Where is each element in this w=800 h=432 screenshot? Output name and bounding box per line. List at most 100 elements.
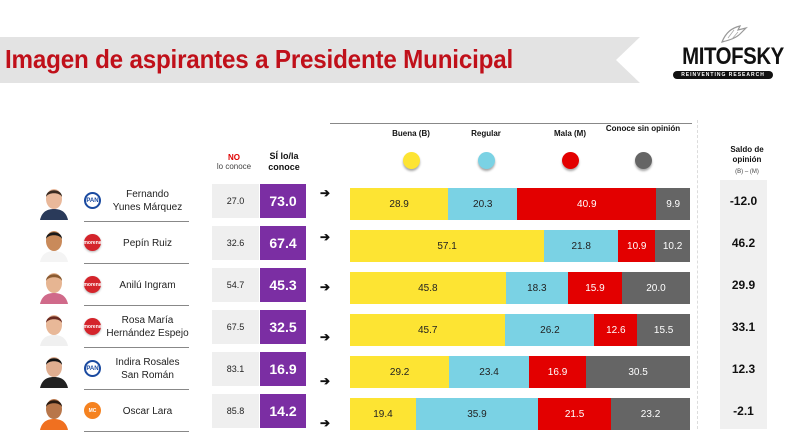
bar-segment-mala: 40.9 <box>517 188 657 220</box>
column-divider <box>697 120 698 429</box>
saldo-value: -12.0 <box>729 194 758 208</box>
no-conoce-value: 27.0 <box>212 184 259 218</box>
candidate-photo <box>40 189 68 220</box>
si-conoce-value: 45.3 <box>260 268 306 302</box>
no-conoce-subheader: lo conoce <box>216 162 252 171</box>
saldo-subheader: (B) – (M) <box>735 169 759 175</box>
row-divider <box>84 389 189 390</box>
arrow-right-icon: ➔ <box>320 280 331 294</box>
opinion-bar: 28.9 20.3 40.9 9.9 <box>350 188 690 220</box>
arrow-right-icon: ➔ <box>320 230 331 244</box>
bar-segment-regular: 26.2 <box>505 314 595 346</box>
bar-segment-buena: 45.8 <box>350 272 506 304</box>
legend-label-sin: Conoce sin opinión <box>605 124 681 133</box>
bar-segment-regular: 20.3 <box>448 188 518 220</box>
bar-segment-mala: 21.5 <box>538 398 612 430</box>
bar-segment-mala: 15.9 <box>567 272 622 304</box>
logo-wordmark: MITOFSKY <box>682 43 784 70</box>
si-conoce-value: 67.4 <box>260 226 306 260</box>
opinion-bar: 45.8 18.3 15.9 20.0 <box>350 272 690 304</box>
legend-label-regular: Regular <box>471 129 501 138</box>
bar-segment-sin: 20.0 <box>621 272 690 304</box>
no-conoce-value: 83.1 <box>212 352 259 386</box>
saldo-value: 33.1 <box>731 320 756 334</box>
saldo-value: -2.1 <box>733 404 754 418</box>
si-conoce-value: 16.9 <box>260 352 306 386</box>
bar-segment-regular: 18.3 <box>505 272 568 304</box>
no-conoce-value: 85.8 <box>212 394 259 428</box>
row-divider <box>84 221 189 222</box>
arrow-right-icon: ➔ <box>320 186 331 200</box>
opinion-bar: 57.1 21.8 10.9 10.2 <box>350 230 690 262</box>
page-title: Imagen de aspirantes a Presidente Munici… <box>5 44 514 74</box>
candidate-name: Oscar Lara <box>122 405 173 417</box>
legend-dot-regular <box>478 152 495 169</box>
no-conoce-value: 67.5 <box>212 310 259 344</box>
bar-segment-mala: 12.6 <box>594 314 638 346</box>
candidate-row: morena Anilú Ingram 54.7 45.3 ➔ 45.8 18.3… <box>0 264 800 306</box>
saldo-value: 29.9 <box>731 278 756 292</box>
bar-segment-regular: 21.8 <box>544 230 619 262</box>
candidate-photo <box>40 315 68 346</box>
arrow-right-icon: ➔ <box>320 374 331 388</box>
arrow-right-icon: ➔ <box>320 330 331 344</box>
legend-dot-mala <box>562 152 579 169</box>
no-conoce-value: 32.6 <box>212 226 259 260</box>
party-logo-pan: PAN <box>84 192 101 209</box>
si-conoce-header: SÍ lo/la conoce <box>268 151 300 172</box>
bar-segment-mala: 10.9 <box>618 230 656 262</box>
candidate-name: Indira Rosales San Román <box>115 357 180 381</box>
party-logo-mc: MC <box>84 402 101 419</box>
bar-segment-buena: 29.2 <box>350 356 450 388</box>
si-conoce-value: 14.2 <box>260 394 306 428</box>
bar-segment-sin: 30.5 <box>586 356 690 388</box>
bar-segment-buena: 45.7 <box>350 314 506 346</box>
bar-segment-buena: 28.9 <box>350 188 449 220</box>
legend-label-mala: Mala (M) <box>554 129 586 138</box>
bar-segment-regular: 23.4 <box>449 356 529 388</box>
bar-segment-buena: 19.4 <box>350 398 416 430</box>
party-logo-morena: morena <box>83 318 102 335</box>
legend-dot-buena <box>403 152 420 169</box>
legend-dot-sin <box>635 152 652 169</box>
si-conoce-value: 32.5 <box>260 310 306 344</box>
party-logo-morena: morena <box>83 234 102 251</box>
logo-tagline: REINVENTING RESEARCH <box>673 71 773 79</box>
opinion-bar: 19.4 35.9 21.5 23.2 <box>350 398 690 430</box>
bar-segment-sin: 10.2 <box>655 230 690 262</box>
arrow-right-icon: ➔ <box>320 416 331 430</box>
title-banner <box>0 37 640 83</box>
candidate-name: Anilú Ingram <box>119 279 176 291</box>
legend-rule <box>330 123 692 124</box>
si-conoce-value: 73.0 <box>260 184 306 218</box>
saldo-column-bg <box>720 180 767 429</box>
eagle-icon <box>721 25 748 43</box>
candidate-row: morena Pepín Ruiz 32.6 67.4 ➔ 57.1 21.8 10… <box>0 222 800 264</box>
saldo-value: 12.3 <box>731 362 756 376</box>
row-divider <box>84 347 189 348</box>
bar-segment-sin: 15.5 <box>637 314 690 346</box>
candidate-name: Rosa María Hernández Espejo <box>106 315 189 339</box>
bar-segment-buena: 57.1 <box>350 230 545 262</box>
row-divider <box>84 263 189 264</box>
candidate-photo <box>40 273 68 304</box>
opinion-bar: 29.2 23.4 16.9 30.5 <box>350 356 690 388</box>
bar-segment-sin: 9.9 <box>656 188 690 220</box>
saldo-header: Saldo de opinión <box>730 145 764 164</box>
candidate-row: morena Rosa María Hernández Espejo 67.5 3… <box>0 306 800 348</box>
saldo-value: 46.2 <box>731 236 756 250</box>
candidate-name: Pepín Ruiz <box>123 237 172 249</box>
candidate-name: Fernando Yunes Márquez <box>112 189 183 213</box>
bar-segment-mala: 16.9 <box>528 356 587 388</box>
opinion-bar: 45.7 26.2 12.6 15.5 <box>350 314 690 346</box>
candidate-photo <box>40 231 68 262</box>
legend-label-buena: Buena (B) <box>392 129 430 138</box>
candidate-row: PAN Indira Rosales San Román 83.1 16.9 ➔ … <box>0 348 800 390</box>
candidate-photo <box>40 399 68 430</box>
candidate-row: PAN Fernando Yunes Márquez 27.0 73.0 ➔ 28… <box>0 180 800 222</box>
party-logo-pan: PAN <box>84 360 101 377</box>
no-conoce-header: NO <box>228 153 240 162</box>
no-conoce-value: 54.7 <box>212 268 259 302</box>
bar-segment-regular: 35.9 <box>415 398 538 430</box>
party-logo-morena: morena <box>83 276 102 293</box>
